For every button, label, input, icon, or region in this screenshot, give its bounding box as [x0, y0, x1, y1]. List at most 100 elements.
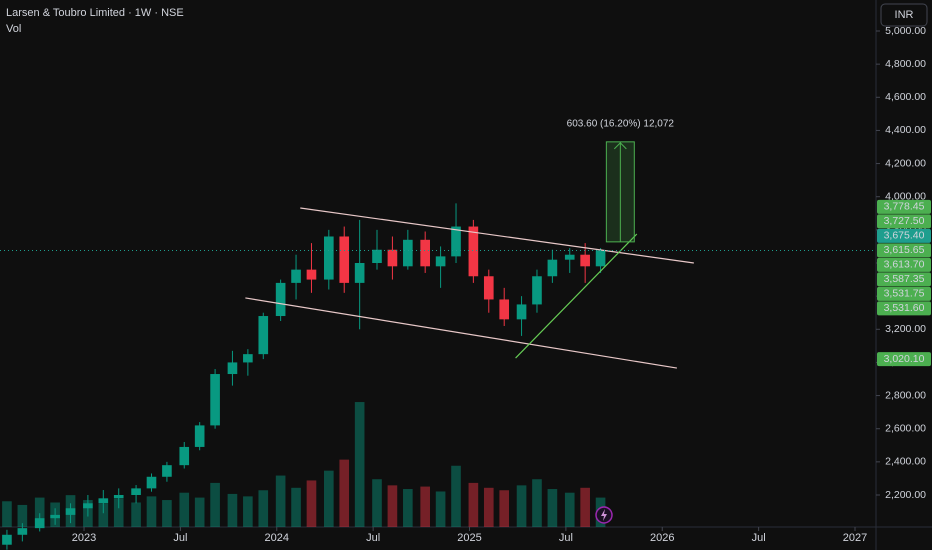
candle-body [323, 236, 334, 280]
x-tick-label: 2023 [72, 532, 96, 544]
candle-body [339, 236, 350, 283]
price-badge [877, 228, 931, 243]
candle-body [435, 256, 446, 267]
volume-bar [194, 497, 205, 527]
x-tick-label: Jul [366, 532, 380, 544]
candle-body [468, 226, 479, 277]
volume-bar [354, 402, 365, 527]
measure-arrowhead [613, 142, 627, 150]
volume-bar [516, 485, 527, 527]
volume-bar [403, 489, 413, 527]
candle-body [194, 425, 205, 447]
volume-bar [275, 475, 286, 527]
x-tick-label: 2027 [843, 532, 867, 544]
candle-body [595, 250, 606, 267]
candle-body [34, 518, 45, 529]
alert-icon[interactable] [595, 506, 613, 524]
x-tick-label: Jul [559, 532, 573, 544]
price-badge-label: 3,727.50 [884, 215, 925, 227]
volume-bar [532, 479, 542, 527]
measure-label: 603.60 (16.20%) 12,072 [567, 118, 675, 129]
y-tick-label: 4,600.00 [885, 91, 926, 103]
candle-body [306, 269, 317, 280]
volume-bar [468, 482, 479, 527]
volume-bar [258, 490, 269, 527]
x-tick-label: Jul [173, 532, 187, 544]
candle-body [243, 354, 253, 363]
volume-bar [580, 487, 590, 527]
volume-bar [499, 490, 510, 527]
price-badge-label: 3,531.60 [884, 302, 925, 314]
candle-body [532, 276, 542, 305]
volume-bar [387, 485, 398, 527]
price-badge [877, 257, 931, 272]
y-tick-label: 3,200.00 [885, 323, 926, 335]
volume-bar [162, 500, 172, 527]
volume-bar [227, 493, 238, 527]
price-badge [877, 243, 931, 258]
x-tick-label: Jul [752, 532, 766, 544]
currency-button[interactable] [880, 3, 928, 27]
volume-bar [17, 504, 28, 527]
y-tick-label: 4,400.00 [885, 124, 926, 136]
indicator-label: Vol [6, 23, 21, 35]
candle-body [291, 269, 301, 283]
candle-body [451, 226, 461, 257]
price-badge [877, 272, 931, 287]
x-tick-label: 2025 [457, 532, 481, 544]
volume-bar [339, 459, 350, 527]
volume-bar [323, 470, 334, 527]
y-tick-label: 4,000.00 [885, 190, 926, 202]
candle-body [179, 446, 190, 466]
volume-bar [2, 501, 12, 527]
x-tick-label: 2026 [650, 532, 674, 544]
price-badge-label: 3,020.10 [884, 353, 925, 365]
candle-body [113, 495, 124, 499]
volume-bar [306, 480, 317, 527]
y-tick-label: 2,200.00 [885, 489, 926, 501]
candle-body [83, 503, 93, 509]
candle-body [564, 254, 575, 260]
alert-icon-bolt[interactable] [601, 509, 607, 521]
volume-bar [34, 497, 45, 527]
volume-bar [179, 492, 190, 527]
candle-body [403, 239, 413, 267]
candle-body [98, 498, 109, 504]
volume-bar [291, 487, 301, 527]
candle-body [210, 374, 220, 426]
plot: 2,200.002,400.002,600.002,800.003,000.00… [0, 25, 931, 550]
price-badge-label: 3,778.45 [884, 201, 925, 213]
price-badge-label: 3,613.70 [884, 259, 925, 271]
candle-body [2, 534, 12, 545]
candle-body [275, 282, 286, 317]
candle-body [162, 465, 172, 477]
price-badge [877, 199, 931, 214]
volume-bar [420, 486, 430, 527]
trendline [300, 207, 694, 264]
volume-bar [131, 502, 141, 527]
price-badge [877, 301, 931, 316]
y-tick-label: 4,800.00 [885, 58, 926, 70]
volume-bar [483, 487, 494, 527]
volume-bar [210, 482, 220, 527]
price-badge [877, 286, 931, 301]
candle-body [50, 514, 60, 519]
x-tick-label: 2024 [265, 532, 289, 544]
y-tick-label: 2,600.00 [885, 422, 926, 434]
volume-bar [98, 503, 109, 527]
y-tick-label: 4,200.00 [885, 157, 926, 169]
candle-body [547, 259, 558, 277]
currency-label[interactable]: INR [895, 9, 914, 21]
price-badge-label: 3,675.40 [884, 230, 925, 242]
volume-bar [372, 479, 382, 527]
candle-body [354, 263, 365, 283]
volume-bar [113, 498, 124, 527]
price-badge [877, 352, 931, 367]
trendline [515, 233, 638, 359]
candle-body [387, 249, 398, 267]
y-tick-label: 2,400.00 [885, 456, 926, 468]
volume-bar [243, 496, 253, 527]
candle-body [420, 239, 430, 267]
